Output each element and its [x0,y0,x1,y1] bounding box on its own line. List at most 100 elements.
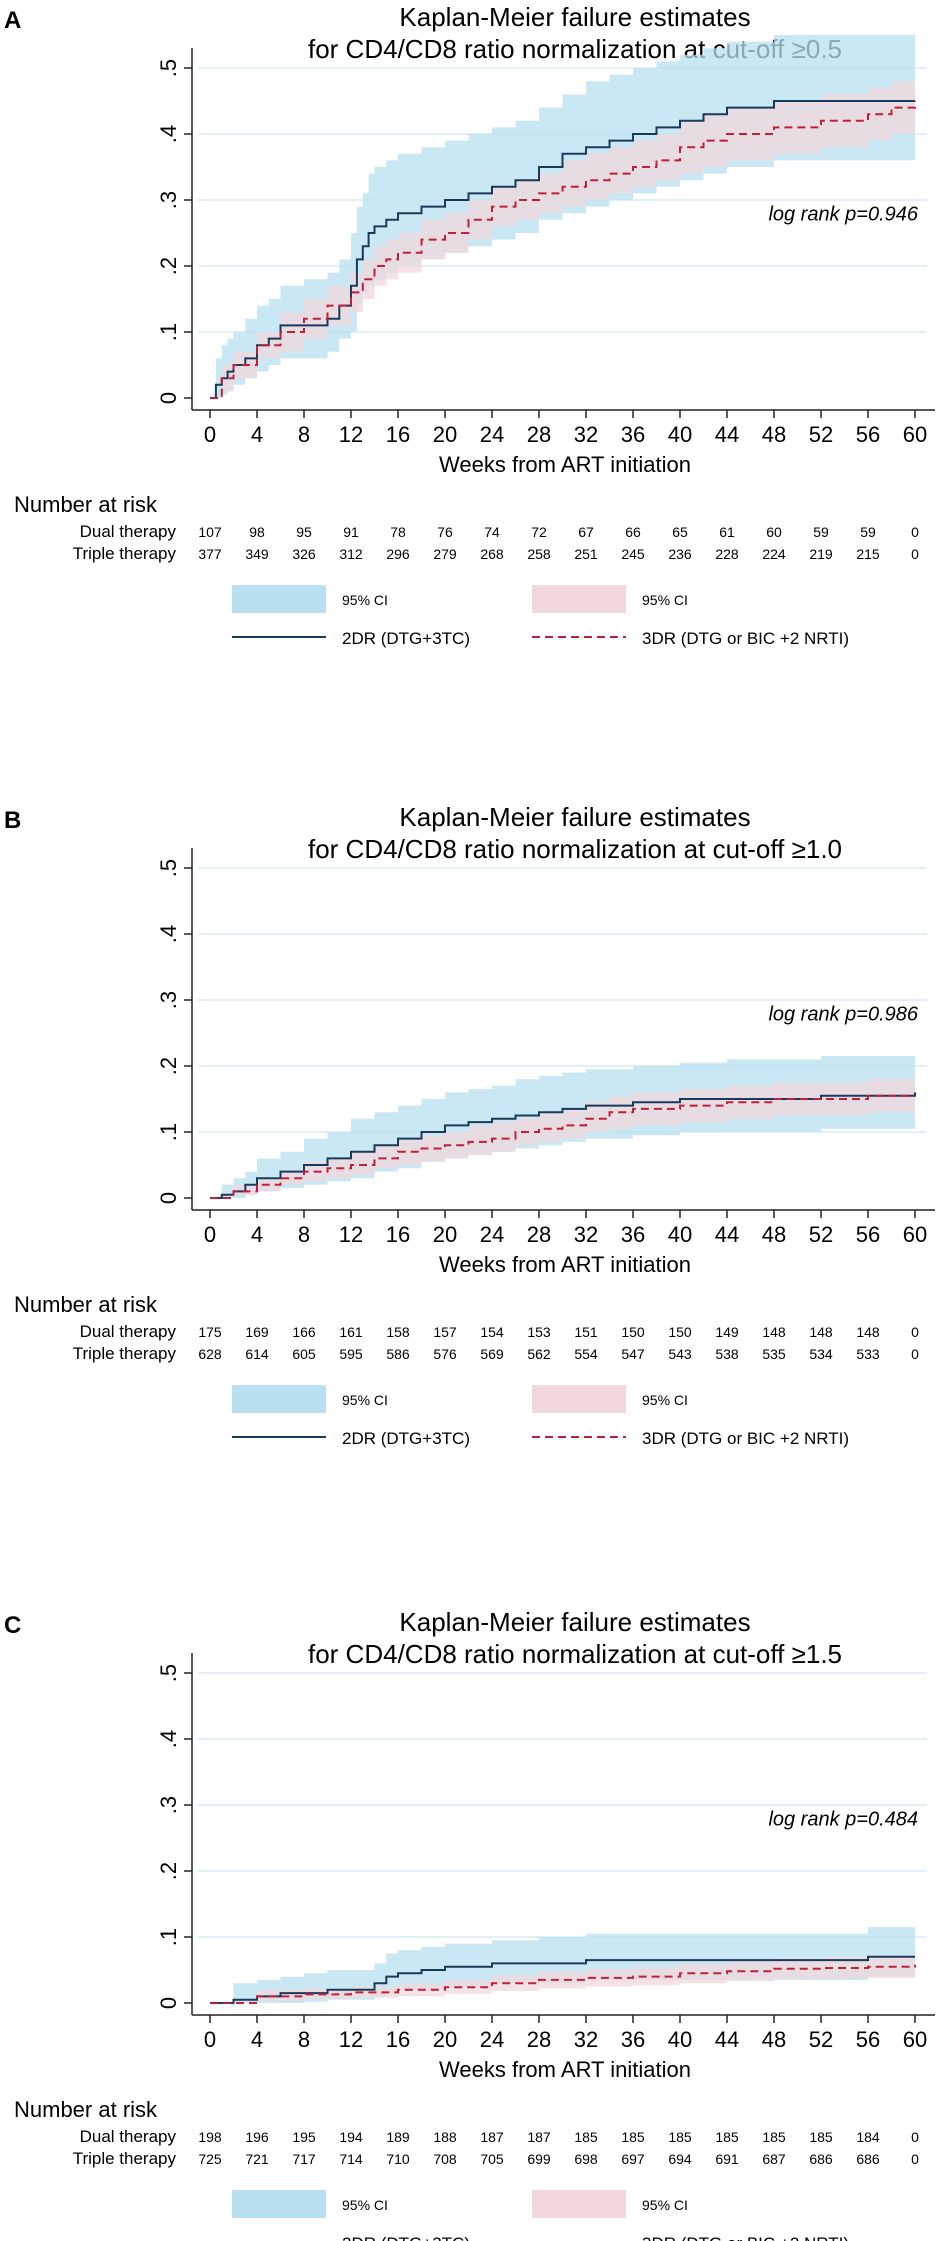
risk-count: 148 [856,1324,880,1340]
risk-count: 59 [813,524,829,540]
x-axis-title: Weeks from ART initiation [439,452,691,477]
y-tick-label: .5 [156,1664,181,1682]
x-tick-label: 20 [433,1222,457,1247]
x-tick-label: 4 [251,1222,263,1247]
risk-count: 535 [762,1346,786,1362]
risk-count: 187 [527,2129,551,2145]
x-tick-label: 24 [480,422,504,447]
risk-count: 576 [433,1346,457,1362]
y-tick-label: .4 [156,1730,181,1748]
risk-count: 184 [856,2129,880,2145]
legend-label-ci-triple: 95% CI [642,2197,688,2213]
x-tick-label: 40 [668,2027,692,2052]
y-tick-label: .4 [156,925,181,943]
x-tick-label: 60 [903,422,927,447]
risk-count: 705 [480,2151,504,2167]
risk-row-label: Triple therapy [73,2149,177,2168]
x-axis-title: Weeks from ART initiation [439,2057,691,2082]
risk-count: 185 [574,2129,598,2145]
risk-count: 708 [433,2151,457,2167]
risk-count: 251 [574,546,598,562]
legend-label-line-dual: 2DR (DTG+3TC) [342,629,470,648]
risk-count: 538 [715,1346,739,1362]
risk-count: 595 [339,1346,363,1362]
legend-label-line-triple: 3DR (DTG or BIC +2 NRTI) [642,629,849,648]
risk-count: 158 [386,1324,410,1340]
log-rank-annotation: log rank p=0.986 [768,1003,918,1025]
x-tick-label: 20 [433,422,457,447]
x-tick-label: 16 [386,422,410,447]
risk-count: 150 [668,1324,692,1340]
risk-count: 187 [480,2129,504,2145]
x-tick-label: 60 [903,2027,927,2052]
log-rank-annotation: log rank p=0.484 [768,1808,918,1830]
risk-count: 562 [527,1346,551,1362]
x-tick-label: 44 [715,422,739,447]
risk-count: 185 [809,2129,833,2145]
x-tick-label: 52 [809,422,833,447]
legend-swatch-ci-dual [232,2190,326,2218]
x-axis-title: Weeks from ART initiation [439,1252,691,1277]
x-tick-label: 40 [668,1222,692,1247]
chart-subtitle: for CD4/CD8 ratio normalization at cut-o… [308,834,842,864]
x-tick-label: 16 [386,1222,410,1247]
legend-swatch-ci-dual [232,1385,326,1413]
risk-count: 157 [433,1324,457,1340]
risk-count: 349 [245,546,269,562]
x-tick-label: 12 [339,1222,363,1247]
risk-count: 0 [911,524,919,540]
legend-label-ci-triple: 95% CI [642,1392,688,1408]
legend-label-ci-dual: 95% CI [342,1392,388,1408]
x-tick-label: 4 [251,2027,263,2052]
legend-swatch-ci-triple [532,2190,626,2218]
x-tick-label: 36 [621,422,645,447]
x-tick-label: 56 [856,1222,880,1247]
x-tick-label: 56 [856,422,880,447]
x-tick-label: 16 [386,2027,410,2052]
x-tick-label: 52 [809,2027,833,2052]
ci-band-triple [210,74,915,398]
y-tick-label: .3 [156,191,181,209]
legend-label-line-triple: 3DR (DTG or BIC +2 NRTI) [642,1429,849,1448]
legend-swatch-ci-triple [532,1385,626,1413]
series-line-dual [210,1092,916,1199]
y-tick-label: .1 [156,323,181,341]
x-tick-label: 28 [527,2027,551,2052]
x-tick-label: 12 [339,422,363,447]
risk-count: 59 [860,524,876,540]
x-tick-label: 24 [480,2027,504,2052]
risk-count: 219 [809,546,833,562]
risk-count: 245 [621,546,645,562]
risk-count: 586 [386,1346,410,1362]
risk-count: 195 [292,2129,316,2145]
x-tick-label: 56 [856,2027,880,2052]
x-tick-label: 52 [809,1222,833,1247]
risk-count: 185 [621,2129,645,2145]
x-tick-label: 32 [574,1222,598,1247]
risk-row-label: Triple therapy [73,544,177,563]
risk-count: 91 [343,524,359,540]
legend-swatch-ci-dual [232,585,326,613]
risk-count: 533 [856,1346,880,1362]
x-tick-label: 44 [715,2027,739,2052]
risk-count: 0 [911,1324,919,1340]
risk-count: 534 [809,1346,833,1362]
risk-count: 628 [198,1346,222,1362]
risk-count: 185 [762,2129,786,2145]
risk-count: 95 [296,524,312,540]
x-tick-label: 28 [527,422,551,447]
legend-label-line-dual: 2DR (DTG+3TC) [342,2234,470,2241]
risk-count: 189 [386,2129,410,2145]
series-line-triple [210,1094,915,1199]
risk-count: 699 [527,2151,551,2167]
risk-count: 279 [433,546,457,562]
chart-title: Kaplan-Meier failure estimates [399,1607,750,1637]
y-tick-label: 0 [156,392,181,404]
x-tick-label: 60 [903,1222,927,1247]
risk-count: 717 [292,2151,316,2167]
x-tick-label: 36 [621,1222,645,1247]
x-tick-label: 40 [668,422,692,447]
risk-count: 154 [480,1324,504,1340]
risk-count: 710 [386,2151,410,2167]
x-tick-label: 24 [480,1222,504,1247]
